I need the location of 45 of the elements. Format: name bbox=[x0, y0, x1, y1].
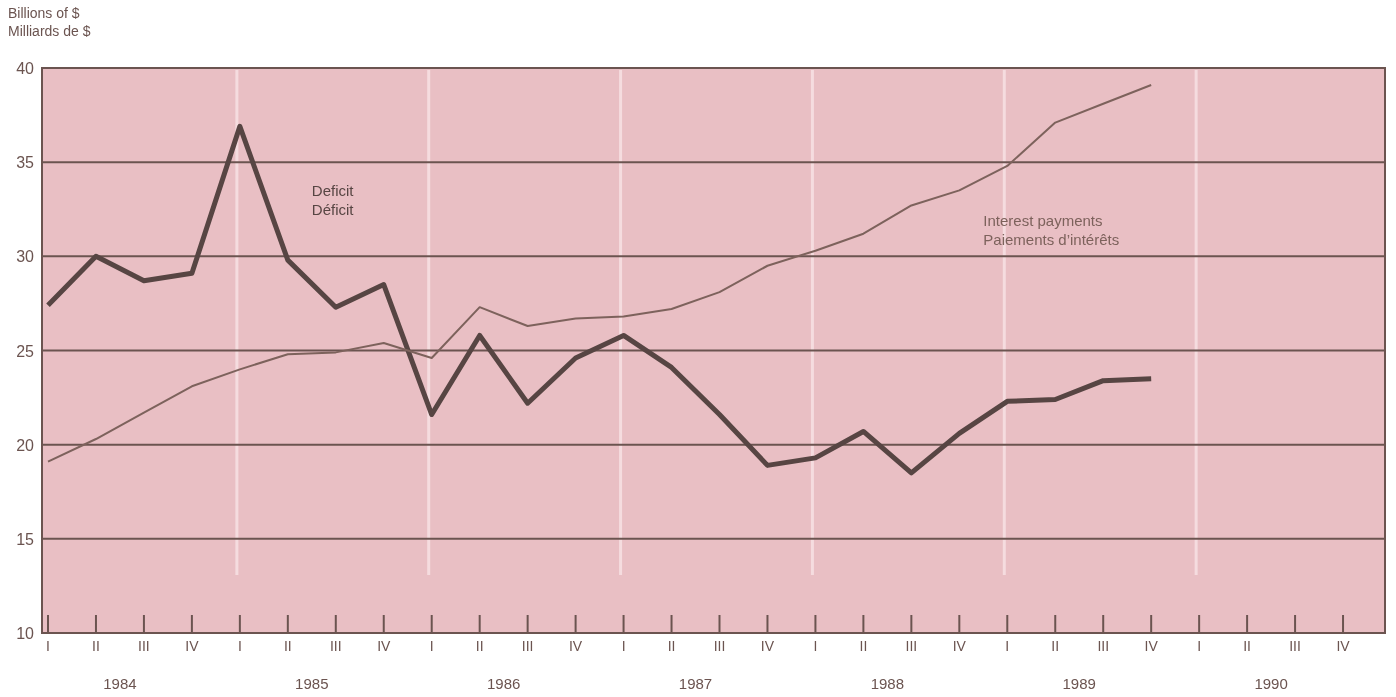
x-tick-label: I bbox=[237, 638, 242, 654]
y-tick-label: 30 bbox=[16, 248, 35, 266]
text: 1990 bbox=[1254, 675, 1288, 692]
x-tick-label: IV bbox=[1144, 638, 1159, 654]
text: 1986 bbox=[486, 675, 521, 692]
x-tick-label: IV bbox=[1336, 638, 1351, 654]
x-tick-label: III bbox=[905, 638, 918, 654]
y-tick-label: 10 bbox=[16, 625, 35, 642]
x-tick-label: II bbox=[283, 638, 292, 654]
y-tick-label: 20 bbox=[16, 436, 35, 454]
x-tick-label: II bbox=[1243, 638, 1251, 654]
x-tick-label: IV bbox=[568, 638, 583, 654]
text: 1987 bbox=[678, 675, 713, 692]
x-tick-label: III bbox=[1289, 638, 1301, 654]
y-tick-label: 15 bbox=[16, 530, 35, 548]
text: 1985 bbox=[295, 675, 329, 692]
x-tick-label: IV bbox=[760, 638, 775, 654]
x-tick-label: IV bbox=[952, 638, 967, 654]
y-tick-label: 40 bbox=[16, 60, 35, 77]
x-tick-label: II bbox=[1051, 638, 1060, 654]
x-tick-label: I bbox=[621, 638, 626, 654]
y-tick-label: 35 bbox=[16, 154, 35, 172]
x-tick-label: II bbox=[859, 638, 868, 654]
x-tick-label: I bbox=[1005, 638, 1010, 654]
x-tick-label: II bbox=[667, 638, 676, 654]
y-axis-title: Billions of $ Milliards de $ bbox=[8, 5, 91, 39]
x-tick-label: I bbox=[429, 638, 434, 654]
text: Interest payments Paiements d’intérêts bbox=[983, 212, 1120, 249]
x-tick-label: II bbox=[475, 638, 484, 654]
x-tick-label: I bbox=[813, 638, 818, 654]
x-tick-label: I bbox=[1197, 638, 1202, 654]
x-tick-label: I bbox=[46, 638, 50, 654]
x-tick-label: III bbox=[713, 638, 726, 654]
y-tick-label: 25 bbox=[16, 342, 35, 360]
text: Deficit Déficit bbox=[311, 182, 355, 219]
text: 1984 bbox=[103, 675, 137, 692]
x-tick-label: II bbox=[92, 638, 100, 654]
x-tick-label: IV bbox=[185, 638, 200, 654]
text: 1988 bbox=[870, 675, 905, 692]
x-tick-label: III bbox=[138, 638, 150, 654]
x-tick-label: III bbox=[1097, 638, 1110, 654]
x-tick-label: III bbox=[521, 638, 534, 654]
x-tick-label: IV bbox=[377, 638, 392, 654]
text: 1989 bbox=[1062, 675, 1096, 692]
x-tick-label: III bbox=[329, 638, 342, 654]
